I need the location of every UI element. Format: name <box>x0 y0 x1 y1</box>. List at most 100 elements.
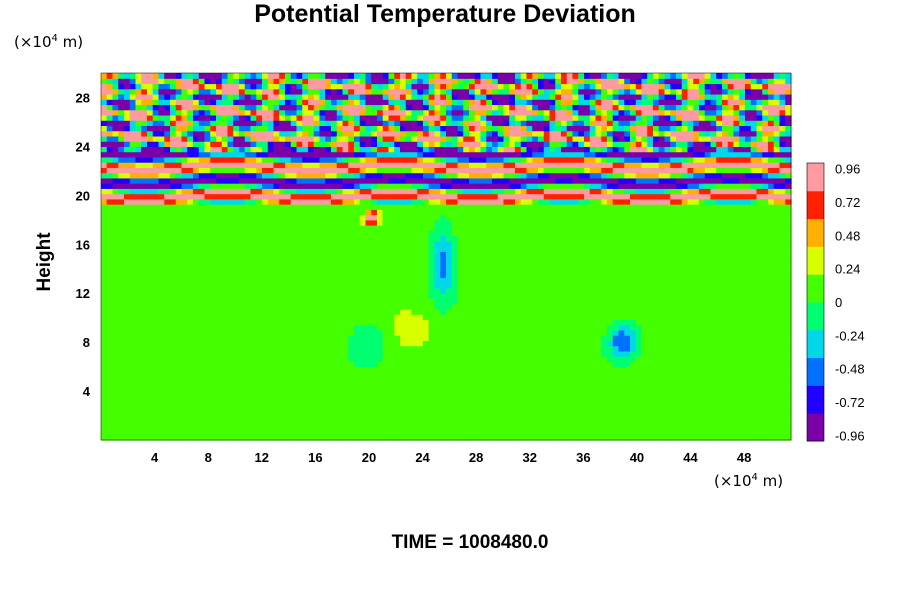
heatmap-cell <box>313 261 321 268</box>
heatmap-cell <box>187 172 194 179</box>
heatmap-cell <box>170 413 177 420</box>
heatmap-cell <box>446 99 453 106</box>
heatmap-cell <box>388 266 395 273</box>
heatmap-cell <box>354 235 361 242</box>
heatmap-cell <box>503 230 510 237</box>
heatmap-cell <box>365 198 372 205</box>
heatmap-cell <box>204 392 211 399</box>
heatmap-cell <box>388 130 395 137</box>
heatmap-cell <box>302 214 309 221</box>
heatmap-cell <box>503 387 510 394</box>
heatmap-cell <box>354 434 361 441</box>
heatmap-cell <box>181 371 188 378</box>
heatmap-cell <box>377 319 384 326</box>
heatmap-cell <box>279 219 286 226</box>
heatmap-cell <box>486 120 493 127</box>
heatmap-cell <box>204 261 211 268</box>
heatmap-cell <box>158 350 165 357</box>
heatmap-cell <box>348 303 355 310</box>
heatmap-cell <box>239 156 246 163</box>
heatmap-cell <box>411 225 418 231</box>
heatmap-cell <box>147 198 154 205</box>
heatmap-cell <box>319 392 326 399</box>
heatmap-cell <box>365 146 372 153</box>
heatmap-cell <box>394 366 401 373</box>
heatmap-cell <box>170 235 177 242</box>
heatmap-cell <box>216 366 223 373</box>
heatmap-cell <box>152 392 160 399</box>
heatmap-cell <box>302 188 309 195</box>
heatmap-cell <box>417 188 424 195</box>
heatmap-cell <box>198 287 206 294</box>
heatmap-cell <box>129 287 137 294</box>
heatmap-cell <box>244 109 252 116</box>
heatmap-cell <box>256 99 263 106</box>
heatmap-cell <box>112 88 119 95</box>
heatmap-cell <box>296 246 303 252</box>
heatmap-cell <box>302 172 309 179</box>
heatmap-cell <box>457 340 464 347</box>
heatmap-cell <box>313 188 321 195</box>
heatmap-cell <box>400 272 407 279</box>
heatmap-cell <box>204 209 211 216</box>
heatmap-cell <box>216 398 223 404</box>
heatmap-cell <box>325 272 332 279</box>
heatmap-cell <box>319 303 326 310</box>
heatmap-cell <box>400 282 407 289</box>
heatmap-cell <box>325 282 332 289</box>
heatmap-cell <box>308 424 315 431</box>
heatmap-cell <box>273 209 280 216</box>
heatmap-cell <box>256 340 263 347</box>
heatmap-cell <box>405 261 413 268</box>
heatmap-cell <box>423 240 430 247</box>
heatmap-cell <box>279 83 286 90</box>
heatmap-cell <box>193 350 200 357</box>
heatmap-cell <box>371 356 378 362</box>
heatmap-cell <box>170 366 177 373</box>
heatmap-cell <box>279 141 286 147</box>
heatmap-cell <box>181 335 188 341</box>
heatmap-cell <box>423 314 430 321</box>
heatmap-cell <box>210 172 217 179</box>
heatmap-cell <box>204 240 211 247</box>
heatmap-cell <box>112 356 119 362</box>
heatmap-cell <box>469 246 476 252</box>
heatmap-cell <box>492 104 499 111</box>
heatmap-cell <box>112 419 119 425</box>
heatmap-cell <box>503 93 510 100</box>
heatmap-cell <box>135 266 142 273</box>
heatmap-cell <box>354 135 361 142</box>
heatmap-cell <box>204 350 211 357</box>
heatmap-cell <box>129 408 137 415</box>
heatmap-cell <box>388 78 395 85</box>
heatmap-cell <box>112 403 119 410</box>
heatmap-cell <box>147 356 154 362</box>
heatmap-cell <box>106 209 114 216</box>
heatmap-cell <box>112 261 119 268</box>
heatmap-cell <box>221 387 229 394</box>
heatmap-cell <box>239 272 246 279</box>
heatmap-cell <box>503 209 510 216</box>
heatmap-cell <box>394 350 401 357</box>
heatmap-cell <box>181 188 188 195</box>
heatmap-cell <box>124 225 131 231</box>
heatmap-cell <box>233 256 240 263</box>
heatmap-cell <box>492 382 499 389</box>
heatmap-cell <box>411 434 418 441</box>
heatmap-cell <box>164 350 171 357</box>
heatmap-cell <box>342 120 349 127</box>
heatmap-cell <box>308 235 315 242</box>
heatmap-cell <box>400 319 407 326</box>
heatmap-cell <box>198 345 206 352</box>
heatmap-cell <box>135 366 142 373</box>
heatmap-cell <box>394 413 401 420</box>
heatmap-cell <box>342 125 349 132</box>
heatmap-cell <box>262 188 269 195</box>
heatmap-cell <box>451 156 459 163</box>
heatmap-cell <box>342 198 349 205</box>
heatmap-cell <box>342 329 349 336</box>
heatmap-cell <box>198 93 206 100</box>
heatmap-cell <box>273 329 280 336</box>
heatmap-cell <box>503 424 510 431</box>
heatmap-cell <box>262 193 269 200</box>
